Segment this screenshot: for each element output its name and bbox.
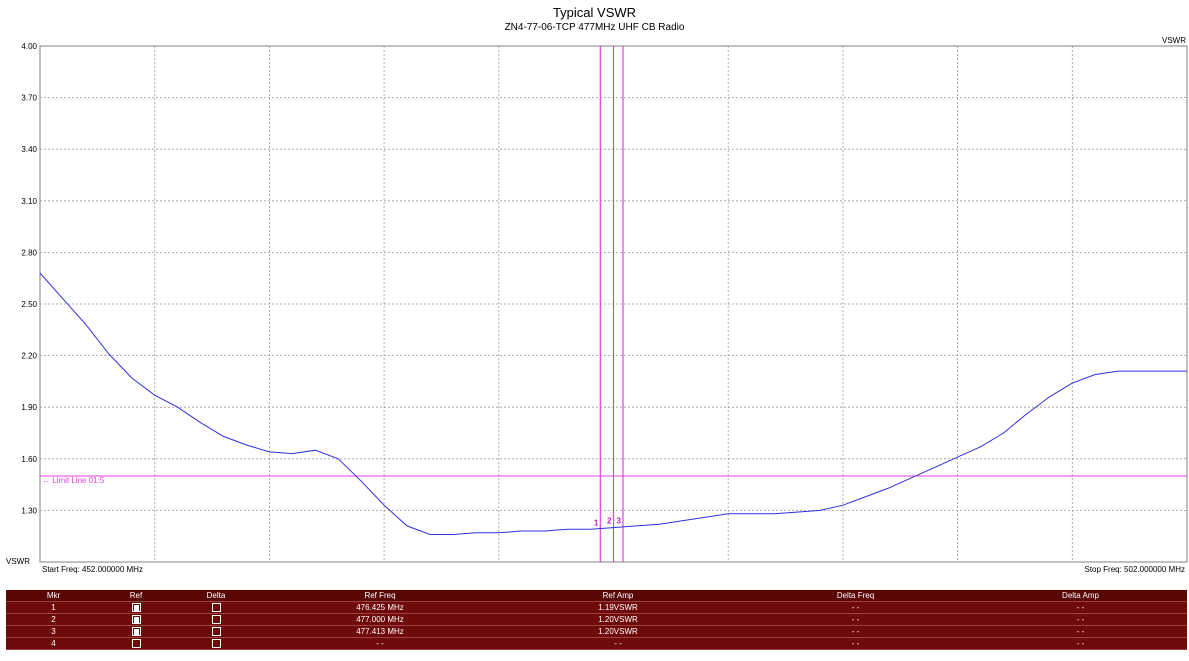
cell-delta[interactable] [171, 637, 261, 650]
marker-label: 1 [594, 518, 599, 527]
cell-ref-freq: 477.000 MHz [261, 613, 499, 626]
y-tick-label: 2.50 [21, 300, 37, 309]
cell-delta-checkbox[interactable] [211, 615, 221, 625]
cell-delta-amp: - - [974, 637, 1187, 650]
cell-delta-checkbox[interactable] [211, 639, 221, 649]
cell-ref-amp: 1.20VSWR [499, 613, 737, 626]
cell-delta-amp: - - [974, 613, 1187, 626]
table-row[interactable]: 3 477.413 MHz 1.20VSWR - -- - [6, 625, 1187, 638]
col-header-ref-amp: Ref Amp [499, 590, 737, 602]
col-header-delta: Delta [171, 590, 261, 602]
cell-delta-freq: - - [737, 601, 974, 614]
marker-table-header: Mkr Ref Delta Ref Freq Ref Amp Delta Fre… [6, 590, 1187, 602]
vswr-series-line [39, 272, 1187, 535]
cell-delta[interactable] [171, 601, 261, 614]
table-row[interactable]: 4- -- -- -- - [6, 637, 1187, 650]
cell-ref-checkbox[interactable] [131, 627, 141, 637]
cell-ref-freq: - - [261, 637, 499, 650]
y-tick-label: 1.90 [21, 403, 37, 412]
y-tick-label: 3.70 [21, 94, 37, 103]
vswr-chart: 4.00 3.70 3.40 3.10 2.80 2.50 2.20 1.90 1.60 1.30… [6, 36, 1188, 574]
cell-ref-amp: 1.20VSWR [499, 625, 737, 638]
cell-mkr: 2 [6, 613, 101, 626]
y-tick-label: 1.30 [21, 506, 37, 515]
y-tick-label: 2.20 [21, 352, 37, 361]
chart-subtitle: ZN4-77-06-TCP 477MHz UHF CB Radio [504, 22, 685, 33]
cell-ref[interactable] [101, 625, 171, 638]
col-header-ref: Ref [101, 590, 171, 602]
cell-delta[interactable] [171, 613, 261, 626]
y-axis-label: VSWR [6, 557, 30, 566]
cell-delta-amp: - - [974, 601, 1187, 614]
cell-delta-amp: - - [974, 625, 1187, 638]
cell-delta-freq: - - [737, 637, 974, 650]
start-freq-label: Start Freq: 452.000000 MHz [42, 565, 143, 574]
y-tick-label: 1.60 [21, 455, 37, 464]
cell-delta-checkbox[interactable] [211, 603, 221, 613]
cell-mkr: 1 [6, 601, 101, 614]
table-row[interactable]: 2 477.000 MHz 1.20VSWR - -- - [6, 613, 1187, 626]
cell-delta-freq: - - [737, 613, 974, 626]
cell-ref[interactable] [101, 613, 171, 626]
col-header-delta-freq: Delta Freq [737, 590, 974, 602]
col-header-delta-amp: Delta Amp [974, 590, 1187, 602]
marker-label: 2 [607, 517, 612, 526]
marker-table: Mkr Ref Delta Ref Freq Ref Amp Delta Fre… [6, 590, 1187, 650]
y-tick-label: 3.40 [21, 145, 37, 154]
chart-title: Typical VSWR [552, 5, 637, 20]
cell-ref-checkbox[interactable] [131, 603, 141, 613]
cell-ref-checkbox[interactable] [131, 615, 141, 625]
marker-label: 3 [617, 517, 622, 526]
cell-mkr: 4 [6, 637, 101, 650]
limit-line-label: ← Limit Line 01:5 [42, 476, 105, 485]
stop-freq-label: Stop Freq: 502.000000 MHz [1084, 565, 1185, 574]
cell-ref-amp: - - [499, 637, 737, 650]
cell-ref-checkbox[interactable] [131, 639, 141, 649]
cell-ref-freq: 476.425 MHz [261, 601, 499, 614]
y-tick-label: 4.00 [21, 42, 37, 51]
table-row[interactable]: 1 476.425 MHz 1.19VSWR - -- - [6, 601, 1187, 614]
y-tick-label: 2.80 [21, 248, 37, 257]
y-tick-label: 3.10 [21, 197, 37, 206]
cell-delta-freq: - - [737, 625, 974, 638]
col-header-mkr: Mkr [6, 590, 101, 602]
y-axis-label-top: VSWR [1162, 36, 1186, 45]
cell-mkr: 3 [6, 625, 101, 638]
cell-ref-amp: 1.19VSWR [499, 601, 737, 614]
cell-ref[interactable] [101, 601, 171, 614]
col-header-ref-freq: Ref Freq [261, 590, 499, 602]
cell-ref-freq: 477.413 MHz [261, 625, 499, 638]
cell-delta[interactable] [171, 625, 261, 638]
cell-ref[interactable] [101, 637, 171, 650]
cell-delta-checkbox[interactable] [211, 627, 221, 637]
